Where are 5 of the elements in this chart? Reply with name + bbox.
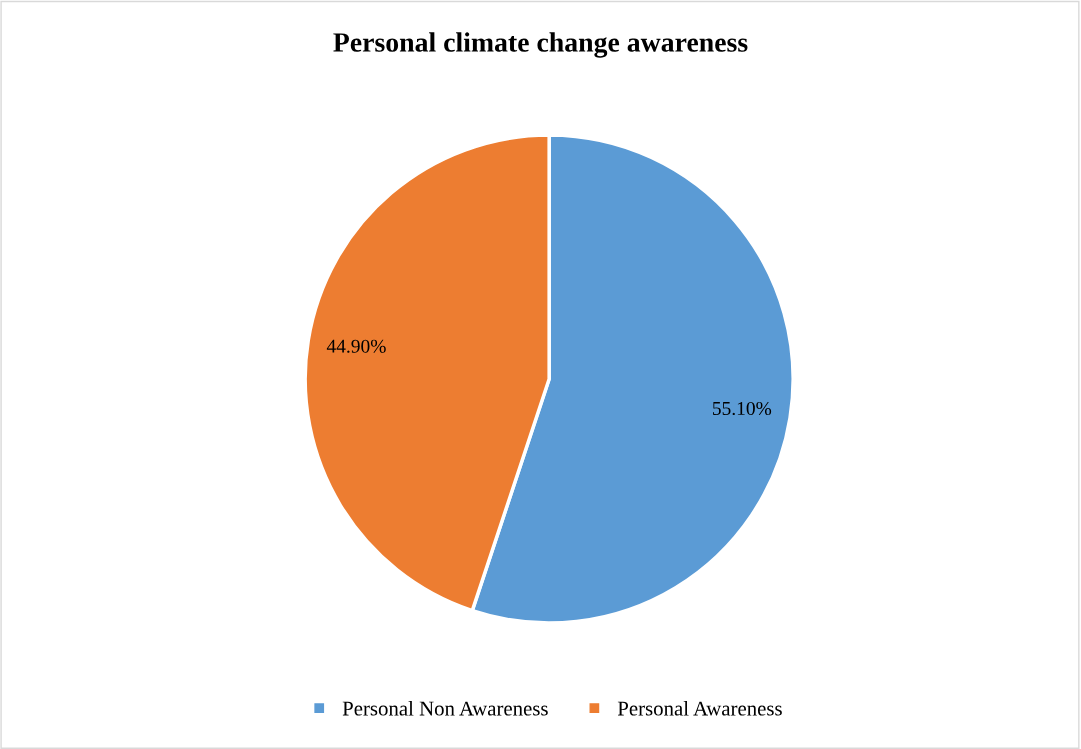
data-label: 44.90%	[326, 339, 386, 353]
legend-label: Personal Non Awareness	[342, 700, 548, 716]
data-label: 55.10%	[712, 401, 772, 416]
legend-label: Personal Awareness	[617, 700, 782, 716]
chart-title: Personal climate change awareness	[333, 32, 748, 58]
